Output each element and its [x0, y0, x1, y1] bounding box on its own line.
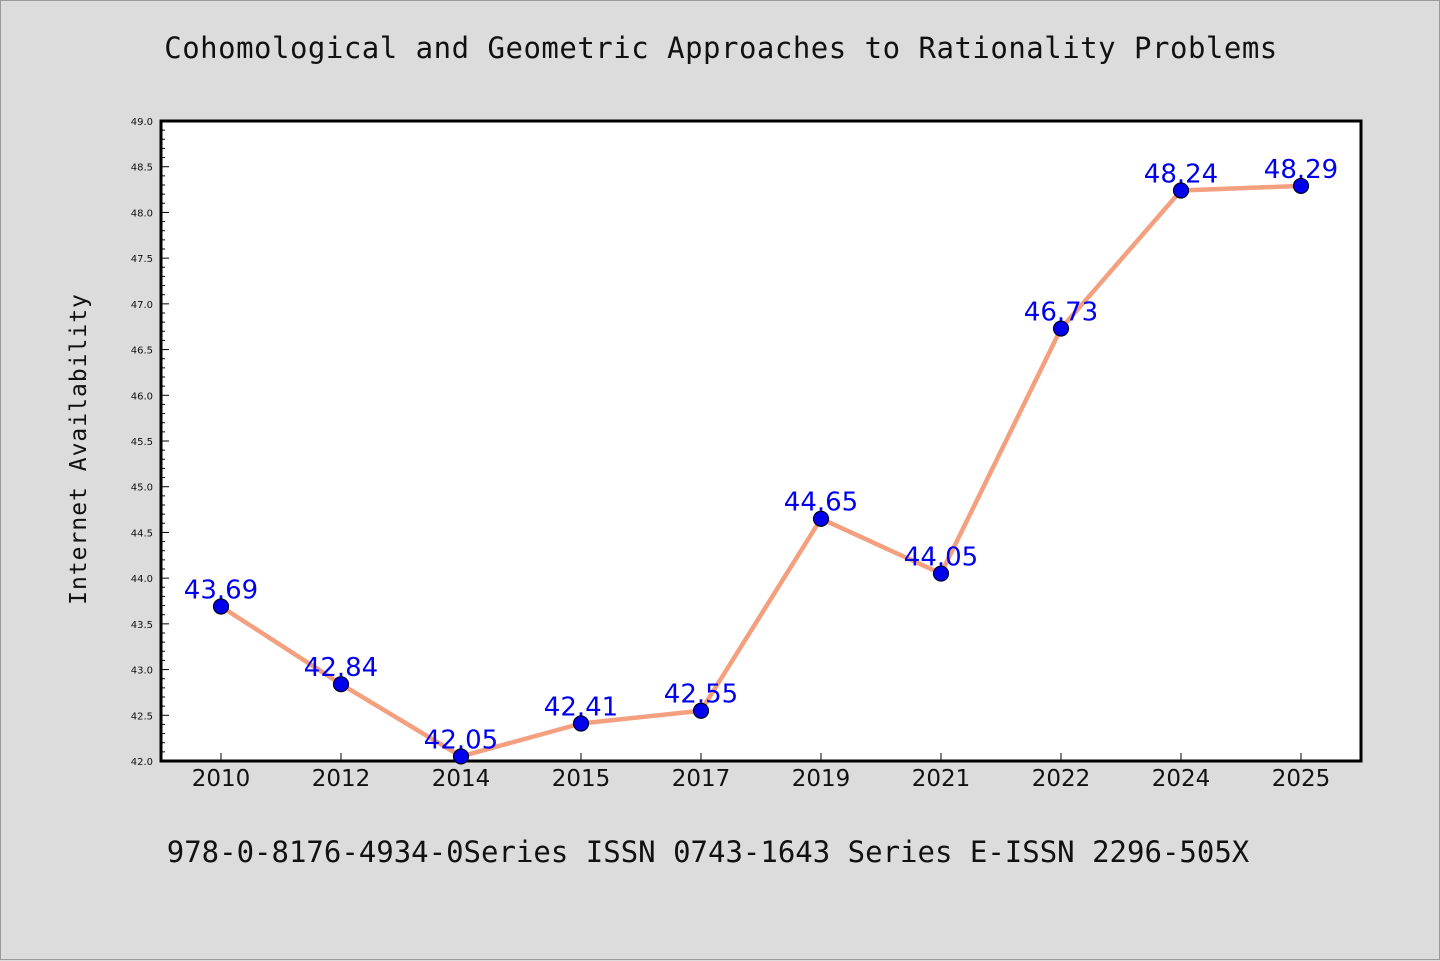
y-tick-label: 48.5 — [131, 163, 153, 174]
x-tick-label: 2010 — [192, 766, 251, 792]
y-axis-title: Internet Availability — [66, 293, 92, 605]
y-tick-label: 44.5 — [131, 528, 153, 539]
y-tick-label: 45.5 — [131, 437, 153, 448]
x-tick-label: 2024 — [1152, 766, 1211, 792]
data-label: 46.73 — [1024, 298, 1098, 328]
data-label: 44.65 — [784, 488, 858, 518]
chart-footer: 978-0-8176-4934-0Series ISSN 0743-1643 S… — [166, 835, 1250, 869]
y-tick-label: 49.0 — [131, 117, 153, 128]
data-label: 48.24 — [1144, 159, 1218, 189]
y-tick-label: 46.0 — [131, 391, 153, 402]
y-tick-label: 43.5 — [131, 620, 153, 631]
data-point — [332, 676, 350, 693]
data-label: 44.05 — [904, 543, 978, 573]
y-tick-label: 48.0 — [131, 208, 153, 219]
x-tick-label: 2017 — [672, 766, 731, 792]
chart-title: Cohomological and Geometric Approaches t… — [164, 31, 1278, 65]
y-axis: 42.0 42.5 43.0 43.5 44.0 44.5 45.0 45.5 46.0 46.5… — [131, 117, 169, 768]
series-layer: 43.69 42.84 42.05 42.41 42.55 44.65 44.05 46.73… — [184, 155, 1338, 765]
x-tick-label: 2019 — [792, 766, 851, 792]
data-point — [1052, 320, 1070, 337]
y-tick-label: 42.5 — [131, 711, 153, 722]
series-line — [218, 183, 1304, 759]
data-label: 42.84 — [304, 653, 378, 683]
data-point — [212, 598, 230, 615]
data-point — [812, 510, 830, 527]
data-label: 42.05 — [424, 725, 498, 755]
data-label: 48.29 — [1264, 155, 1338, 185]
data-point — [572, 715, 590, 732]
data-label: 43.69 — [184, 575, 258, 605]
y-tick-label: 44.0 — [131, 574, 153, 585]
x-tick-label: 2022 — [1032, 766, 1091, 792]
y-tick-label: 42.0 — [131, 757, 153, 768]
data-label: 42.41 — [544, 693, 618, 723]
x-axis: 2010 2012 2014 2015 2017 2019 2021 2022 2024 2025 — [192, 753, 1331, 792]
data-label: 42.55 — [664, 680, 738, 710]
x-tick-label: 2015 — [552, 766, 611, 792]
data-point — [452, 748, 470, 765]
data-point — [692, 702, 710, 719]
y-tick-label: 45.0 — [131, 483, 153, 494]
y-tick-label: 47.5 — [131, 254, 153, 265]
y-tick-label: 46.5 — [131, 346, 153, 357]
y-tick-label: 43.0 — [131, 666, 153, 677]
x-tick-label: 2014 — [432, 766, 491, 792]
plot-area — [159, 119, 1363, 763]
y-tick-label: 47.0 — [131, 300, 153, 311]
x-tick-label: 2012 — [312, 766, 371, 792]
x-tick-label: 2025 — [1272, 766, 1331, 792]
x-tick-label: 2021 — [912, 766, 971, 792]
data-point — [1292, 177, 1310, 195]
data-point — [1172, 182, 1190, 199]
data-point — [932, 565, 950, 582]
